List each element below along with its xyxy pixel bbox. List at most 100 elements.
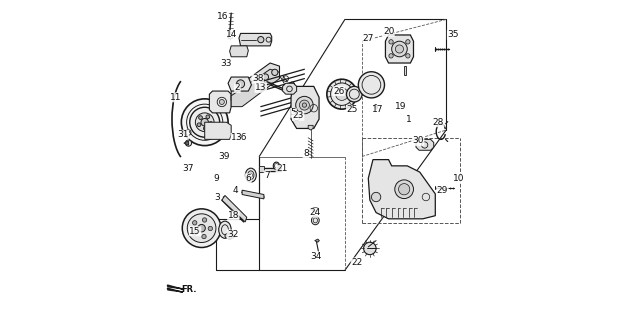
Text: 20: 20 (383, 27, 394, 36)
Polygon shape (404, 66, 406, 75)
Circle shape (208, 226, 212, 231)
Circle shape (258, 37, 264, 43)
Text: FR.: FR. (181, 285, 197, 294)
Text: 34: 34 (310, 252, 322, 261)
Text: 3: 3 (214, 192, 220, 202)
Text: 11: 11 (170, 93, 182, 102)
Text: 28: 28 (433, 118, 444, 127)
Text: 14: 14 (225, 30, 237, 39)
Text: 38: 38 (252, 74, 264, 83)
Polygon shape (231, 63, 280, 100)
Text: 39: 39 (218, 152, 230, 161)
Circle shape (193, 221, 197, 225)
Circle shape (220, 100, 225, 105)
Text: 8: 8 (303, 149, 309, 158)
Polygon shape (242, 190, 264, 199)
Circle shape (262, 74, 269, 80)
Text: 30: 30 (412, 136, 424, 146)
Text: 25: 25 (346, 105, 358, 114)
Circle shape (195, 113, 214, 131)
Circle shape (181, 99, 228, 146)
Ellipse shape (225, 233, 234, 239)
Circle shape (202, 234, 206, 239)
Circle shape (371, 192, 381, 202)
Polygon shape (228, 77, 252, 91)
Circle shape (335, 88, 348, 100)
Text: 4: 4 (232, 186, 238, 195)
Ellipse shape (312, 216, 319, 225)
Text: 6: 6 (246, 174, 252, 183)
Text: 32: 32 (227, 230, 239, 239)
Ellipse shape (375, 104, 378, 109)
Text: 13: 13 (255, 84, 266, 92)
Text: 5: 5 (291, 108, 296, 117)
Text: 37: 37 (182, 164, 193, 173)
Circle shape (198, 116, 202, 120)
Circle shape (392, 41, 407, 57)
Polygon shape (308, 125, 313, 130)
Text: 16: 16 (217, 12, 228, 21)
Circle shape (189, 107, 220, 137)
Text: 21: 21 (276, 164, 287, 173)
Circle shape (389, 40, 393, 44)
Polygon shape (239, 33, 272, 46)
Circle shape (182, 209, 221, 248)
Text: 19: 19 (396, 102, 407, 111)
Ellipse shape (245, 168, 256, 182)
Text: 12: 12 (231, 133, 243, 142)
Circle shape (327, 79, 356, 109)
Polygon shape (231, 69, 280, 107)
Polygon shape (291, 86, 319, 128)
Text: 31: 31 (177, 130, 189, 139)
Circle shape (201, 119, 209, 126)
Polygon shape (259, 167, 264, 172)
Polygon shape (184, 141, 189, 145)
Polygon shape (222, 195, 247, 222)
Circle shape (228, 34, 233, 39)
Ellipse shape (273, 162, 280, 170)
Polygon shape (315, 239, 319, 242)
Circle shape (296, 96, 313, 114)
Text: 35: 35 (447, 30, 459, 39)
Circle shape (188, 214, 216, 243)
Text: 1: 1 (406, 115, 412, 124)
Circle shape (364, 242, 376, 255)
Polygon shape (230, 46, 248, 57)
Circle shape (206, 115, 210, 119)
Text: 29: 29 (436, 186, 448, 195)
Text: 24: 24 (309, 208, 321, 217)
Text: 10: 10 (453, 174, 465, 183)
Text: 17: 17 (372, 105, 383, 114)
Polygon shape (205, 122, 231, 139)
Text: 33: 33 (221, 59, 232, 68)
Circle shape (192, 231, 196, 235)
Circle shape (389, 54, 393, 58)
Text: 15: 15 (189, 227, 201, 236)
Circle shape (302, 103, 307, 107)
Circle shape (209, 122, 212, 126)
Polygon shape (368, 160, 435, 219)
Polygon shape (416, 139, 434, 150)
Circle shape (406, 40, 410, 44)
Circle shape (399, 184, 410, 195)
Text: 27: 27 (363, 33, 374, 43)
Ellipse shape (346, 86, 362, 102)
Text: 9: 9 (214, 174, 220, 183)
Circle shape (406, 54, 410, 58)
Circle shape (186, 140, 191, 146)
Polygon shape (167, 285, 183, 289)
Circle shape (202, 218, 207, 222)
Ellipse shape (312, 208, 319, 211)
Polygon shape (276, 167, 281, 172)
Text: 23: 23 (292, 111, 304, 121)
Circle shape (300, 100, 309, 110)
Text: 22: 22 (351, 258, 362, 267)
Ellipse shape (219, 221, 231, 238)
Text: 2: 2 (235, 84, 240, 92)
Circle shape (204, 126, 207, 130)
Polygon shape (385, 35, 413, 63)
Polygon shape (209, 91, 231, 113)
Circle shape (395, 180, 413, 198)
Circle shape (358, 72, 385, 98)
Text: 36: 36 (236, 133, 247, 142)
